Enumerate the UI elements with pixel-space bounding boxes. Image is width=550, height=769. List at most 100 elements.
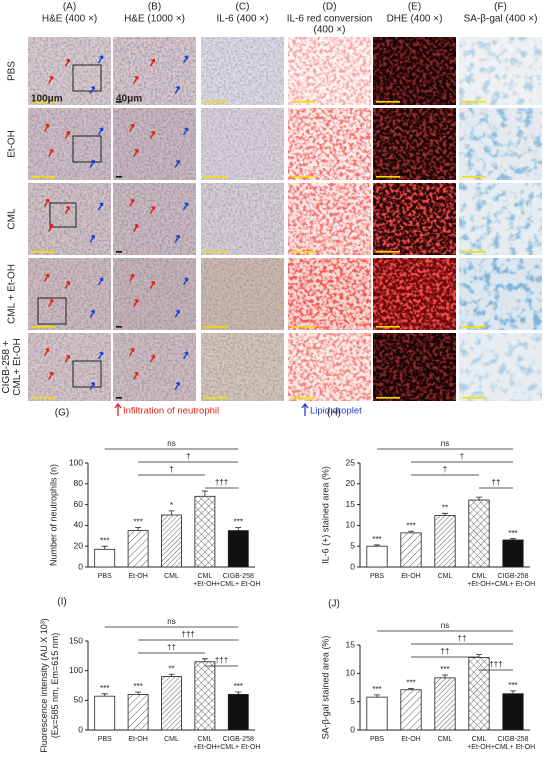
y-tick-label: 0 <box>350 561 355 571</box>
inset-box <box>72 360 102 388</box>
bracket-label: ns <box>441 439 449 448</box>
error-bar <box>374 694 380 698</box>
x-tick-label: +CML+ Et-OH <box>216 581 260 588</box>
tile-texture <box>113 333 196 401</box>
column-title: H&E (400 ×) <box>42 14 97 25</box>
x-tick-label: +Et-OH <box>193 581 217 588</box>
error-bar <box>476 496 482 501</box>
bracket-label: † <box>460 452 464 461</box>
arrow <box>64 205 71 214</box>
arrow <box>64 280 71 289</box>
arrow <box>43 123 50 132</box>
bar <box>434 677 456 731</box>
x-tick-label: +Et-OH <box>467 744 491 751</box>
scale-bar <box>204 101 228 103</box>
micrograph-tile <box>28 258 111 330</box>
scale-bar <box>31 397 55 399</box>
bar <box>161 514 182 568</box>
micrograph-tile <box>113 108 196 180</box>
tile-texture <box>373 183 456 255</box>
y-tick-label: 150 <box>69 635 83 645</box>
scale-bar <box>204 326 228 328</box>
micrograph-tile <box>113 258 196 330</box>
tile-texture <box>201 183 284 255</box>
y-axis-label: (Ex=585 nm, Em=615 nm) <box>50 633 60 739</box>
scale-bar <box>116 176 122 178</box>
significance: *** <box>508 681 517 690</box>
bar <box>400 532 422 568</box>
arrow <box>89 85 95 94</box>
x-tick-label: CML <box>472 573 487 580</box>
error-bar <box>135 691 142 695</box>
micrograph-tile <box>201 258 284 330</box>
micrograph-tile <box>201 108 284 180</box>
arrow <box>128 123 135 132</box>
scale-bar <box>291 397 315 399</box>
bar <box>502 693 524 731</box>
scale-label: 100μm <box>31 94 63 105</box>
significance: *** <box>100 536 109 545</box>
arrow <box>149 58 156 67</box>
significance: *** <box>406 679 415 688</box>
micrograph-tile <box>288 37 371 105</box>
arrow <box>97 127 104 136</box>
bar <box>194 495 216 568</box>
scale-bar <box>204 176 228 178</box>
y-tick-label: 100 <box>69 457 83 467</box>
column-label: (C) <box>236 2 250 13</box>
tile-texture <box>28 183 111 255</box>
bar <box>468 657 490 731</box>
x-tick-label: PBS <box>370 573 384 580</box>
bar <box>227 530 249 568</box>
micrograph-tile <box>459 333 542 401</box>
column-title: SA-β-gal (400 ×) <box>464 14 538 25</box>
x-tick-label: PBS <box>98 736 112 743</box>
arrow <box>89 159 95 168</box>
micrograph-tile <box>459 183 542 255</box>
tile-texture <box>288 183 371 255</box>
significance: *** <box>133 518 142 527</box>
row-label: Et-OH <box>7 130 18 158</box>
column-label: (B) <box>148 2 161 13</box>
x-tick-label: CML <box>472 736 487 743</box>
tile-texture <box>288 108 371 180</box>
column-title: (400 ×) <box>314 25 346 36</box>
micrograph-tile <box>288 258 371 330</box>
tile-texture <box>288 258 371 330</box>
y-tick-label: 20 <box>346 478 356 488</box>
arrow <box>182 351 189 360</box>
scale-bar <box>376 326 400 328</box>
micrograph-tile <box>113 183 196 255</box>
significance: *** <box>133 682 142 691</box>
y-tick-label: 20 <box>74 540 84 550</box>
x-tick-label: +CML+ Et-OH <box>491 744 535 751</box>
micrograph-tile <box>459 108 542 180</box>
scale-bar <box>462 397 486 399</box>
significance: *** <box>234 518 243 527</box>
arrow <box>149 130 156 139</box>
scale-bar <box>376 397 400 399</box>
arrow <box>133 148 139 157</box>
tile-texture <box>28 108 111 180</box>
tile-texture <box>459 258 542 330</box>
column-label: (A) <box>63 2 76 13</box>
tile-texture <box>373 37 456 105</box>
y-tick-label: 40 <box>74 520 84 530</box>
tile-texture <box>373 258 456 330</box>
y-tick-label: 0 <box>78 724 83 734</box>
bar <box>502 539 524 568</box>
arrow <box>43 273 50 282</box>
arrow <box>43 347 50 356</box>
column-label: (F) <box>494 2 507 13</box>
bracket-label: ††† <box>215 656 228 665</box>
arrow <box>149 205 156 214</box>
x-tick-label: CML <box>198 736 213 743</box>
micrograph-tile <box>288 333 371 401</box>
tile-texture <box>288 37 371 105</box>
scale-bar <box>116 326 122 328</box>
bracket-label: †† <box>458 634 467 643</box>
arrow <box>64 354 71 363</box>
tile-texture <box>28 258 111 330</box>
significance: *** <box>406 521 415 530</box>
y-tick-label: 0 <box>78 561 83 571</box>
